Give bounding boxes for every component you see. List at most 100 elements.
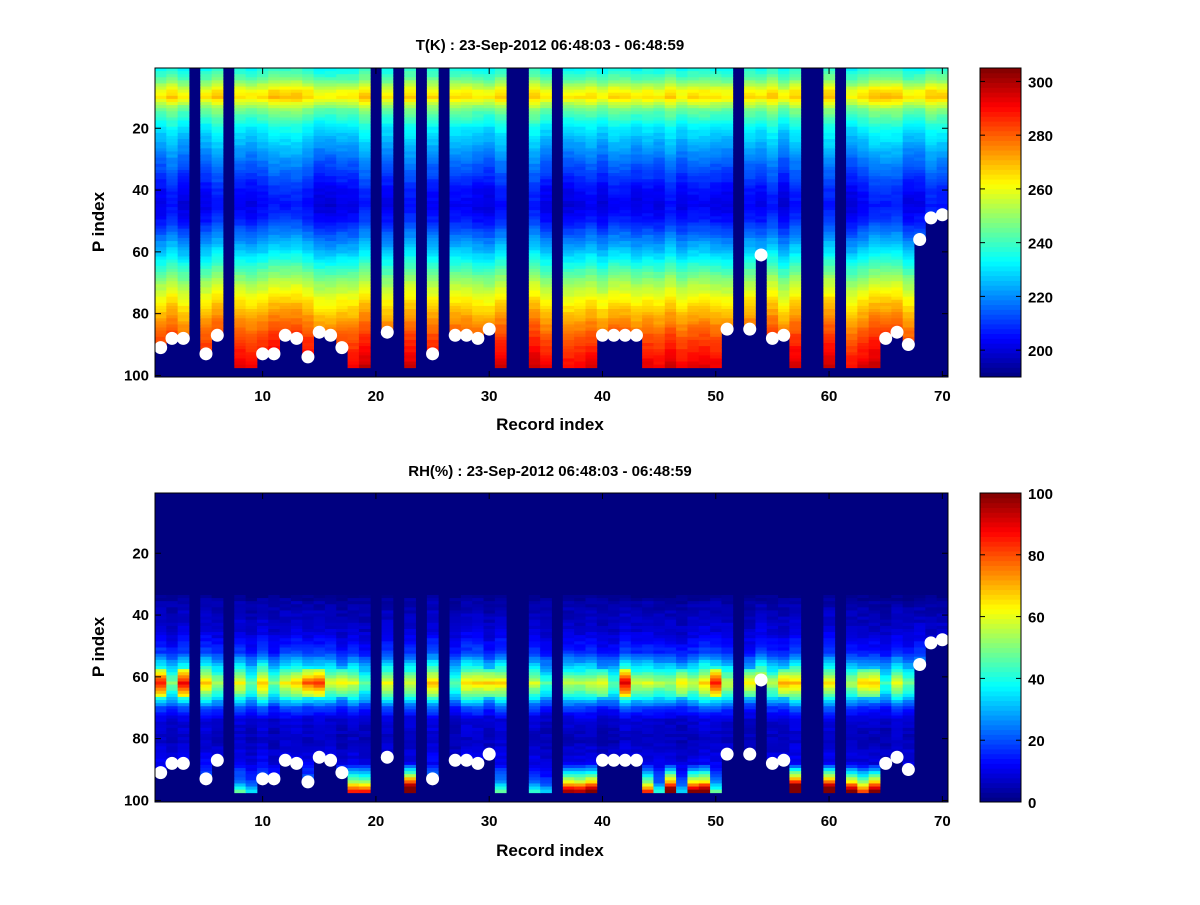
heatmap-cell bbox=[381, 120, 394, 125]
heatmap-cell bbox=[279, 157, 292, 162]
heatmap-cell bbox=[880, 315, 892, 319]
heatmap-cell bbox=[880, 176, 892, 180]
heatmap-cell bbox=[880, 89, 892, 94]
heatmap-cell bbox=[279, 210, 292, 214]
heatmap-cell bbox=[234, 327, 247, 332]
heatmap-cell bbox=[868, 185, 881, 189]
heatmap-cell bbox=[245, 219, 258, 223]
heatmap-cell bbox=[574, 105, 586, 109]
heatmap-cell bbox=[846, 330, 858, 335]
heatmap-cell bbox=[256, 163, 269, 168]
heatmap-cell bbox=[596, 111, 609, 115]
heatmap-cell bbox=[562, 160, 575, 165]
heatmap-cell bbox=[721, 250, 734, 254]
heatmap-cell bbox=[744, 176, 756, 180]
heatmap-cell bbox=[710, 160, 722, 165]
heatmap-cell bbox=[528, 169, 541, 174]
heatmap-cell bbox=[347, 145, 360, 149]
heatmap-cell bbox=[642, 222, 654, 226]
heatmap-cell bbox=[778, 228, 790, 233]
heatmap-cell bbox=[155, 83, 167, 87]
heatmap-cell bbox=[744, 222, 756, 226]
heatmap-cell bbox=[472, 247, 484, 251]
heatmap-cell bbox=[494, 355, 507, 359]
heatmap-cell bbox=[290, 126, 303, 131]
heatmap-cell bbox=[426, 86, 439, 91]
heatmap-cell bbox=[857, 71, 870, 75]
heatmap-cell bbox=[755, 241, 768, 245]
heatmap-cell bbox=[449, 284, 462, 288]
heatmap-cell bbox=[778, 315, 790, 319]
heatmap-cell bbox=[290, 305, 303, 310]
heatmap-cell bbox=[302, 176, 314, 180]
heatmap-cell bbox=[778, 299, 790, 304]
heatmap-cell bbox=[200, 343, 213, 347]
heatmap-cell bbox=[302, 169, 314, 174]
heatmap-cell bbox=[426, 315, 439, 319]
heatmap-cell bbox=[653, 225, 666, 230]
heatmap-cell bbox=[200, 92, 213, 97]
heatmap-cell bbox=[494, 312, 507, 316]
heatmap-cell bbox=[483, 213, 496, 217]
heatmap-cell bbox=[596, 160, 609, 165]
heatmap-cell bbox=[234, 241, 247, 245]
heatmap-cell bbox=[449, 139, 462, 143]
heatmap-column-record-21 bbox=[381, 68, 394, 335]
heatmap-cell bbox=[789, 265, 802, 270]
heatmap-cell bbox=[642, 312, 654, 316]
heatmap-cell bbox=[653, 318, 666, 322]
heatmap-cell bbox=[234, 176, 247, 180]
heatmap-cell bbox=[426, 228, 439, 233]
heatmap-cell bbox=[880, 275, 892, 279]
heatmap-cell bbox=[234, 169, 247, 174]
heatmap-cell bbox=[891, 108, 904, 112]
heatmap-cell bbox=[789, 228, 802, 233]
heatmap-cell bbox=[608, 203, 620, 208]
heatmap-cell bbox=[472, 92, 484, 97]
heatmap-cell bbox=[755, 197, 768, 202]
heatmap-cell bbox=[891, 182, 904, 186]
heatmap-cell bbox=[744, 80, 756, 84]
heatmap-column-record-23 bbox=[404, 68, 416, 369]
heatmap-cell bbox=[596, 207, 609, 211]
heatmap-cell bbox=[698, 98, 711, 103]
heatmap-cell bbox=[721, 290, 734, 294]
heatmap-cell bbox=[880, 253, 892, 257]
heatmap-cell bbox=[460, 225, 473, 230]
heatmap-cell bbox=[698, 179, 711, 183]
heatmap-cell bbox=[313, 271, 326, 276]
heatmap-cell bbox=[460, 253, 473, 257]
heatmap-cell bbox=[483, 142, 496, 146]
heatmap-cell bbox=[472, 299, 484, 304]
heatmap-cell bbox=[540, 142, 552, 146]
heatmap-cell bbox=[177, 105, 190, 109]
heatmap-cell bbox=[642, 148, 654, 152]
heatmap-cell bbox=[630, 166, 643, 171]
heatmap-cell bbox=[449, 142, 462, 146]
heatmap-cell bbox=[630, 312, 643, 316]
heatmap-cell bbox=[256, 83, 269, 87]
heatmap-cell bbox=[166, 231, 179, 236]
heatmap-cell bbox=[381, 290, 394, 294]
heatmap-cell bbox=[460, 154, 473, 159]
heatmap-cell bbox=[426, 114, 439, 118]
heatmap-cell bbox=[710, 200, 722, 205]
heatmap-cell bbox=[721, 309, 734, 313]
heatmap-cell bbox=[528, 219, 541, 223]
heatmap-cell bbox=[596, 234, 609, 239]
heatmap-cell bbox=[664, 339, 677, 344]
heatmap-cell bbox=[336, 163, 348, 168]
heatmap-cell bbox=[494, 95, 507, 100]
heatmap-cell bbox=[358, 234, 371, 239]
heatmap-cell bbox=[857, 318, 870, 322]
heatmap-cell bbox=[630, 244, 643, 248]
heatmap-cell bbox=[358, 191, 371, 196]
heatmap-cell bbox=[687, 213, 700, 217]
heatmap-cell bbox=[449, 309, 462, 313]
heatmap-cell bbox=[460, 185, 473, 189]
heatmap-cell bbox=[902, 123, 915, 128]
heatmap-cell bbox=[336, 324, 348, 328]
heatmap-cell bbox=[664, 207, 677, 211]
heatmap-cell bbox=[302, 210, 314, 214]
heatmap-cell bbox=[336, 105, 348, 109]
